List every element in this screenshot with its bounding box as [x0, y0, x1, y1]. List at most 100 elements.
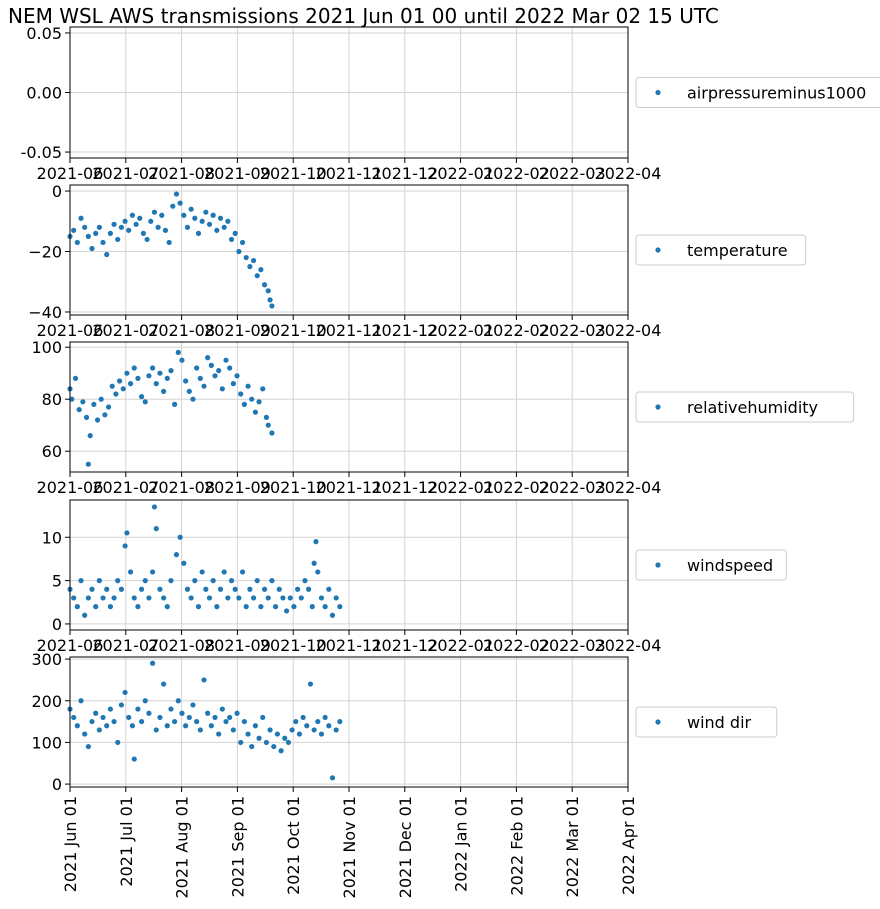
data-point — [157, 586, 163, 592]
x-tick-label: 2021-12 — [371, 164, 438, 183]
x-tick-label: 2022-01 — [427, 164, 494, 183]
data-point — [149, 569, 156, 575]
data-point — [276, 586, 282, 592]
y-tick-label: 200 — [31, 692, 62, 711]
data-point — [175, 349, 181, 355]
legend-marker — [655, 89, 661, 96]
chart-title: NEM WSL AWS transmissions 2021 Jun 01 00… — [8, 4, 719, 28]
data-point — [168, 578, 174, 584]
data-point — [234, 710, 240, 716]
data-point — [82, 612, 88, 618]
data-point — [214, 604, 220, 610]
data-point — [216, 368, 222, 374]
data-point — [225, 595, 231, 601]
data-point — [309, 604, 315, 610]
data-point — [195, 604, 202, 610]
data-point — [74, 723, 80, 729]
subplot-windspeed: 2021-062021-072021-082021-092021-102021-… — [37, 499, 787, 655]
data-point — [177, 534, 183, 540]
data-point — [133, 221, 139, 227]
data-point — [329, 775, 336, 781]
x-tick-label: 2022-03 — [539, 636, 606, 655]
data-point — [307, 681, 314, 687]
x-tick-label: 2022-04 — [595, 478, 662, 497]
data-point — [228, 236, 235, 243]
data-point — [285, 739, 292, 746]
data-point — [199, 218, 205, 224]
data-point — [98, 396, 104, 402]
y-tick-label: 100 — [31, 733, 62, 752]
x-tick-label: 2021 Dec 01 — [396, 796, 415, 898]
data-point — [85, 595, 91, 601]
data-point — [295, 586, 301, 592]
data-point — [318, 595, 325, 601]
data-point — [337, 604, 343, 610]
x-tick-label: 2022-02 — [483, 164, 550, 183]
data-point — [118, 702, 124, 708]
data-point — [194, 718, 200, 725]
data-point — [208, 362, 214, 368]
x-tick-label: 2022-03 — [539, 164, 606, 183]
data-point — [100, 714, 106, 721]
data-point — [326, 723, 332, 729]
data-point — [166, 239, 172, 246]
data-point — [190, 702, 196, 708]
legend-label: windspeed — [687, 556, 773, 575]
data-point — [137, 215, 143, 221]
subplot-temperature: 2021-062021-072021-082021-092021-102021-… — [28, 182, 807, 340]
data-point — [188, 206, 194, 212]
x-tick-label: 2022-04 — [595, 164, 662, 183]
legend-box — [635, 549, 787, 581]
x-tick-label: 2022-03 — [539, 478, 606, 497]
data-point — [232, 586, 238, 592]
x-tick-label: 2022-03 — [539, 321, 606, 340]
data-point — [258, 267, 264, 273]
data-point — [227, 365, 233, 371]
data-point — [296, 731, 303, 737]
x-tick-label: 2022 Apr 01 — [619, 796, 638, 895]
data-point — [206, 595, 213, 601]
data-point — [151, 504, 158, 510]
data-point — [168, 706, 174, 712]
data-point — [69, 396, 75, 402]
axes-frame — [69, 499, 629, 631]
subplot-airpressureminus1000: 2021-062021-072021-082021-092021-102021-… — [21, 24, 880, 183]
data-point — [230, 727, 236, 733]
data-point — [83, 414, 90, 420]
data-point — [71, 227, 77, 233]
data-point — [322, 714, 328, 721]
data-point — [115, 578, 121, 584]
data-point — [142, 698, 148, 704]
data-point — [131, 756, 137, 762]
data-point — [151, 209, 158, 215]
data-point — [113, 391, 119, 397]
y-tick-label: −20 — [28, 243, 62, 262]
x-tick-label: 2021-11 — [316, 478, 383, 497]
legend: temperature — [635, 234, 807, 266]
data-point — [318, 731, 325, 737]
y-tick-label: 0 — [52, 775, 62, 794]
data-point — [212, 373, 218, 379]
data-point — [148, 218, 154, 224]
data-point — [227, 714, 233, 721]
legend-label: relativehumidity — [687, 398, 818, 417]
data-point — [249, 396, 255, 402]
legend-marker — [655, 562, 661, 568]
data-point — [164, 723, 170, 729]
data-point — [96, 224, 102, 230]
data-point — [210, 578, 216, 584]
data-point — [111, 595, 117, 601]
data-point — [140, 230, 147, 236]
data-point — [96, 727, 102, 733]
data-point — [219, 386, 225, 392]
legend-marker — [655, 247, 661, 253]
data-point — [74, 604, 80, 610]
data-point — [329, 612, 336, 618]
data-point — [184, 224, 191, 230]
data-point — [129, 723, 136, 729]
data-point — [203, 209, 209, 215]
data-point — [80, 399, 86, 405]
data-point — [179, 710, 185, 716]
data-point — [250, 257, 257, 264]
data-point — [267, 727, 273, 733]
